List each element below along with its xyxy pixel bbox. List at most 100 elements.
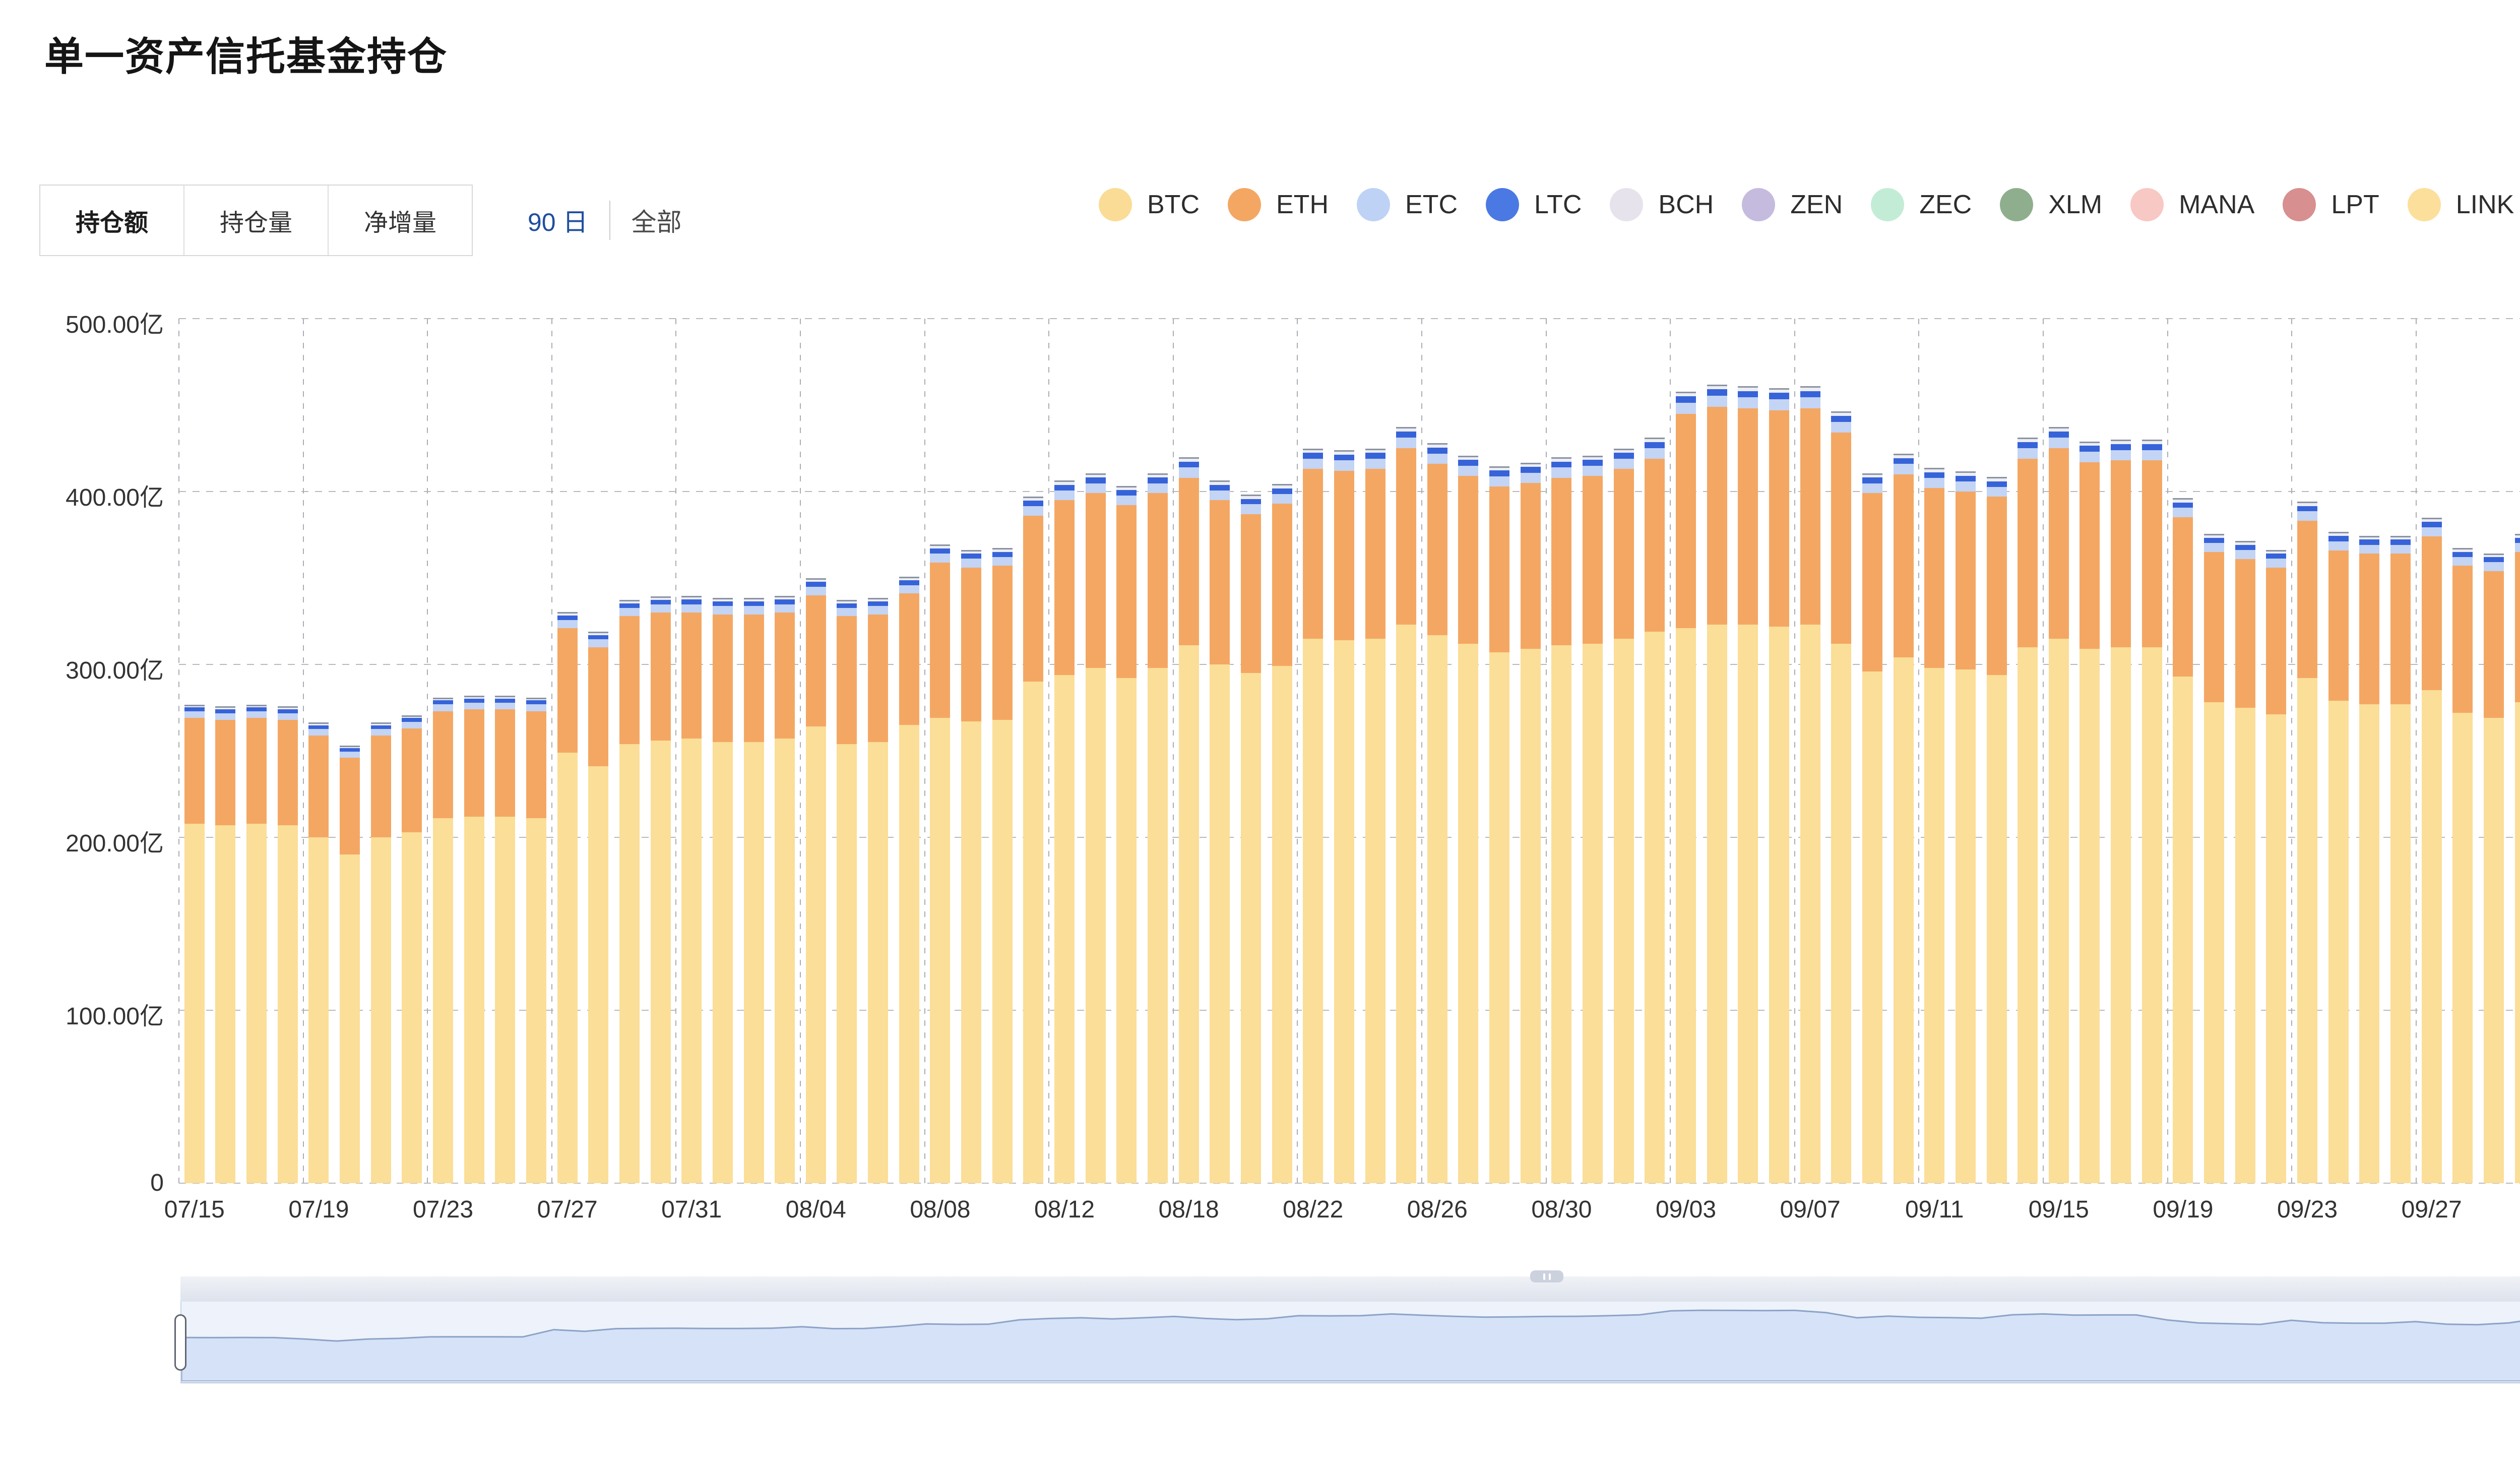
segment-ETC xyxy=(930,553,951,563)
y-tick-label: 400.00亿 xyxy=(66,484,164,511)
datazoom-track[interactable] xyxy=(180,1302,2520,1383)
bar-07/28 xyxy=(588,632,609,1183)
segment-ETC xyxy=(246,711,267,718)
segment-ETH xyxy=(588,647,609,767)
segment-BCH xyxy=(2390,535,2411,540)
segment-BCH xyxy=(1676,391,1696,397)
segment-ETC xyxy=(2111,450,2131,461)
segment-LTC xyxy=(184,707,205,712)
range-90日[interactable]: 90 日 xyxy=(528,208,588,236)
legend-item-BCH[interactable]: BCH xyxy=(1610,188,1714,221)
metric-tabs: 持仓额 持仓量 净增量 xyxy=(39,185,473,256)
segment-BTC xyxy=(464,816,484,1183)
segment-LTC xyxy=(1924,472,1945,478)
x-tick-label: 07/23 xyxy=(412,1196,474,1223)
segment-ETC xyxy=(526,704,546,711)
bar-09/13 xyxy=(1986,477,2007,1183)
segment-ETH xyxy=(1427,464,1447,635)
segment-LTC xyxy=(1396,432,1417,438)
legend-item-LPT[interactable]: LPT xyxy=(2283,188,2379,221)
segment-ETH xyxy=(2204,552,2225,703)
segment-ETC xyxy=(1551,467,1572,478)
segment-ETC xyxy=(557,620,578,628)
segment-BCH xyxy=(2421,518,2442,522)
segment-BTC xyxy=(1396,625,1417,1183)
datazoom-grip-icon[interactable] xyxy=(1530,1270,1563,1282)
legend-item-ETH[interactable]: ETH xyxy=(1228,188,1329,221)
segment-BCH xyxy=(588,632,609,635)
segment-ETC xyxy=(2359,544,2380,554)
segment-BTC xyxy=(1831,643,1852,1183)
legend-item-LINK[interactable]: LINK xyxy=(2407,188,2514,221)
segment-BCH xyxy=(340,745,360,749)
segment-ETC xyxy=(1427,453,1447,464)
y-tick-label: 100.00亿 xyxy=(66,1003,164,1030)
segment-ETH xyxy=(2018,458,2038,647)
range-全部[interactable]: 全部 xyxy=(631,208,682,236)
legend-item-BTC[interactable]: BTC xyxy=(1099,188,1200,221)
legend-label: ZEC xyxy=(1919,190,1972,219)
tab-持仓额[interactable]: 持仓额 xyxy=(75,210,148,236)
segment-BCH xyxy=(1924,468,1945,472)
tab-净增量[interactable]: 净增量 xyxy=(328,186,472,255)
legend-item-ETC[interactable]: ETC xyxy=(1357,188,1458,221)
segment-ETC xyxy=(2483,562,2504,571)
segment-ETC xyxy=(1707,395,1727,407)
segment-ETH xyxy=(215,719,236,825)
segment-ETC xyxy=(1210,490,1230,501)
bar-07/22 xyxy=(402,715,422,1183)
x-tick-label: 08/18 xyxy=(1158,1196,1219,1223)
segment-BCH xyxy=(1023,496,1044,501)
legend-item-ZEN[interactable]: ZEN xyxy=(1742,188,1843,221)
segment-BTC xyxy=(495,816,516,1183)
segment-ETC xyxy=(619,607,640,616)
tab-持仓量[interactable]: 持仓量 xyxy=(183,186,328,255)
segment-LTC xyxy=(557,616,578,621)
legend-dot-icon xyxy=(2283,188,2316,221)
segment-BCH xyxy=(2018,438,2038,443)
segment-ETH xyxy=(1583,476,1603,644)
segment-BTC xyxy=(1210,664,1230,1183)
segment-BTC xyxy=(681,739,702,1183)
x-tick-label: 08/08 xyxy=(910,1196,971,1223)
segment-BTC xyxy=(1054,675,1075,1183)
bar-08/09 xyxy=(961,549,982,1183)
x-tick-label: 09/03 xyxy=(1655,1196,1717,1223)
datazoom-left-handle[interactable] xyxy=(174,1314,186,1371)
segment-ETH xyxy=(1551,477,1572,646)
segment-BTC xyxy=(2204,702,2225,1183)
y-tick-label: 300.00亿 xyxy=(66,657,164,684)
segment-LTC xyxy=(433,700,454,705)
segment-BCH xyxy=(1986,477,2007,481)
datazoom-move-handle[interactable] xyxy=(180,1270,2520,1302)
segment-ETH xyxy=(712,614,733,743)
legend-item-XLM[interactable]: XLM xyxy=(2000,188,2102,221)
segment-ETH xyxy=(1023,516,1044,682)
segment-ETH xyxy=(1178,477,1199,646)
legend-item-MANA[interactable]: MANA xyxy=(2130,188,2254,221)
legend-label: ETH xyxy=(1276,190,1329,219)
segment-LTC xyxy=(1955,475,1976,482)
segment-BTC xyxy=(1147,667,1168,1183)
segment-BCH xyxy=(2452,548,2473,552)
segment-ETH xyxy=(526,711,546,819)
bar-09/18 xyxy=(2141,439,2162,1183)
segment-ETC xyxy=(1023,506,1044,516)
gridline-v xyxy=(2291,319,2293,1183)
legend-item-LTC[interactable]: LTC xyxy=(1486,188,1582,221)
bar-07/24 xyxy=(464,696,484,1183)
segment-BCH xyxy=(712,598,733,602)
segment-ETC xyxy=(1085,483,1106,494)
segment-BCH xyxy=(526,697,546,701)
legend-item-ZEC[interactable]: ZEC xyxy=(1871,188,1972,221)
segment-BCH xyxy=(650,596,671,600)
segment-ETH xyxy=(1738,408,1758,625)
bar-09/07 xyxy=(1800,386,1820,1183)
segment-BTC xyxy=(402,832,422,1183)
x-tick-label: 09/15 xyxy=(2028,1196,2089,1223)
segment-LTC xyxy=(2390,539,2411,545)
segment-LTC xyxy=(1769,393,1789,399)
bar-08/01 xyxy=(712,598,733,1183)
segment-BCH xyxy=(1396,427,1417,432)
segment-ETC xyxy=(1645,448,1665,459)
